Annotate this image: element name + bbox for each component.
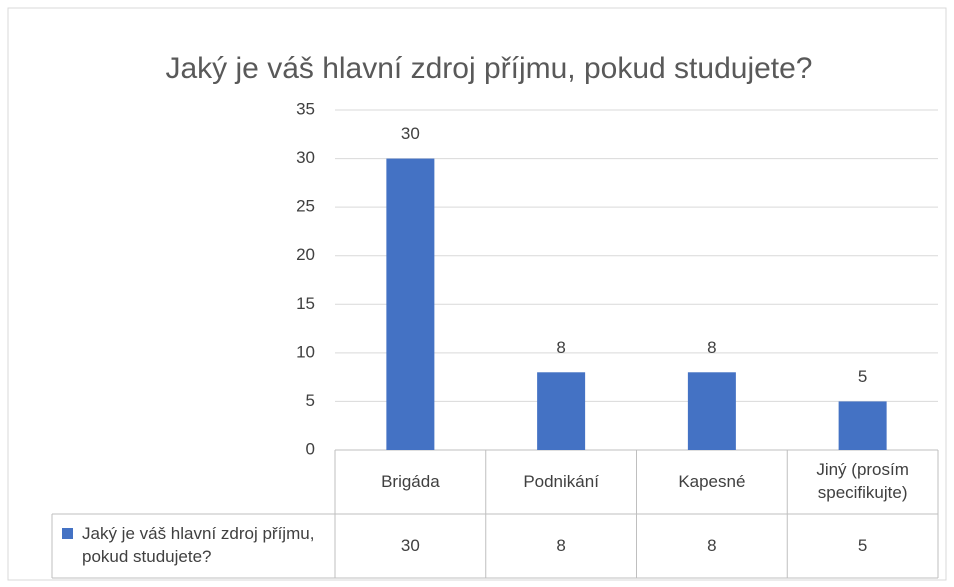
- legend-label-box: Jaký je váš hlavní zdroj příjmu, pokud s…: [82, 524, 315, 566]
- y-tick-label: 25: [296, 197, 315, 216]
- x-tick-label-box: Brigáda: [381, 471, 440, 491]
- bar: [386, 158, 435, 451]
- legend-label: Jaký je váš hlavní zdroj příjmu, pokud s…: [82, 524, 315, 566]
- bar: [838, 401, 887, 450]
- x-tick-label-box: Jiný (prosím specifikujte): [816, 460, 909, 502]
- x-tick-label: Kapesné: [678, 471, 746, 491]
- table-value-box: 30: [400, 535, 420, 555]
- chart-frame: [7, 7, 947, 581]
- y-tick-label: 5: [306, 391, 315, 410]
- table-value: 8: [707, 535, 717, 555]
- bar: [687, 372, 736, 450]
- data-label: 30: [401, 124, 420, 143]
- y-tick-label: 30: [296, 148, 315, 167]
- x-tick-label-box: Podnikání: [523, 471, 599, 491]
- chart-title: Jaký je váš hlavní zdroj příjmu, pokud s…: [165, 52, 812, 85]
- data-label: 8: [707, 338, 716, 357]
- table-value: 5: [857, 535, 868, 555]
- table-value-box: 8: [556, 535, 566, 555]
- x-tick-label-box: Kapesné: [678, 471, 746, 491]
- table-value: 8: [556, 535, 566, 555]
- y-tick-label: 35: [296, 99, 315, 118]
- y-tick-label: 10: [296, 342, 315, 361]
- data-label: 8: [556, 338, 565, 357]
- x-tick-label: Podnikání: [523, 471, 599, 491]
- x-tick-label: Jiný (prosím specifikujte): [816, 460, 909, 502]
- data-label: 5: [858, 367, 867, 386]
- bar: [537, 372, 586, 450]
- table-value: 30: [400, 535, 420, 555]
- table-value-box: 5: [857, 535, 868, 555]
- y-tick-label: 0: [306, 439, 315, 458]
- y-tick-label: 15: [296, 294, 315, 313]
- table-value-box: 8: [707, 535, 717, 555]
- y-tick-label: 20: [296, 245, 315, 264]
- x-tick-label: Brigáda: [381, 471, 440, 491]
- legend-key: [62, 528, 73, 539]
